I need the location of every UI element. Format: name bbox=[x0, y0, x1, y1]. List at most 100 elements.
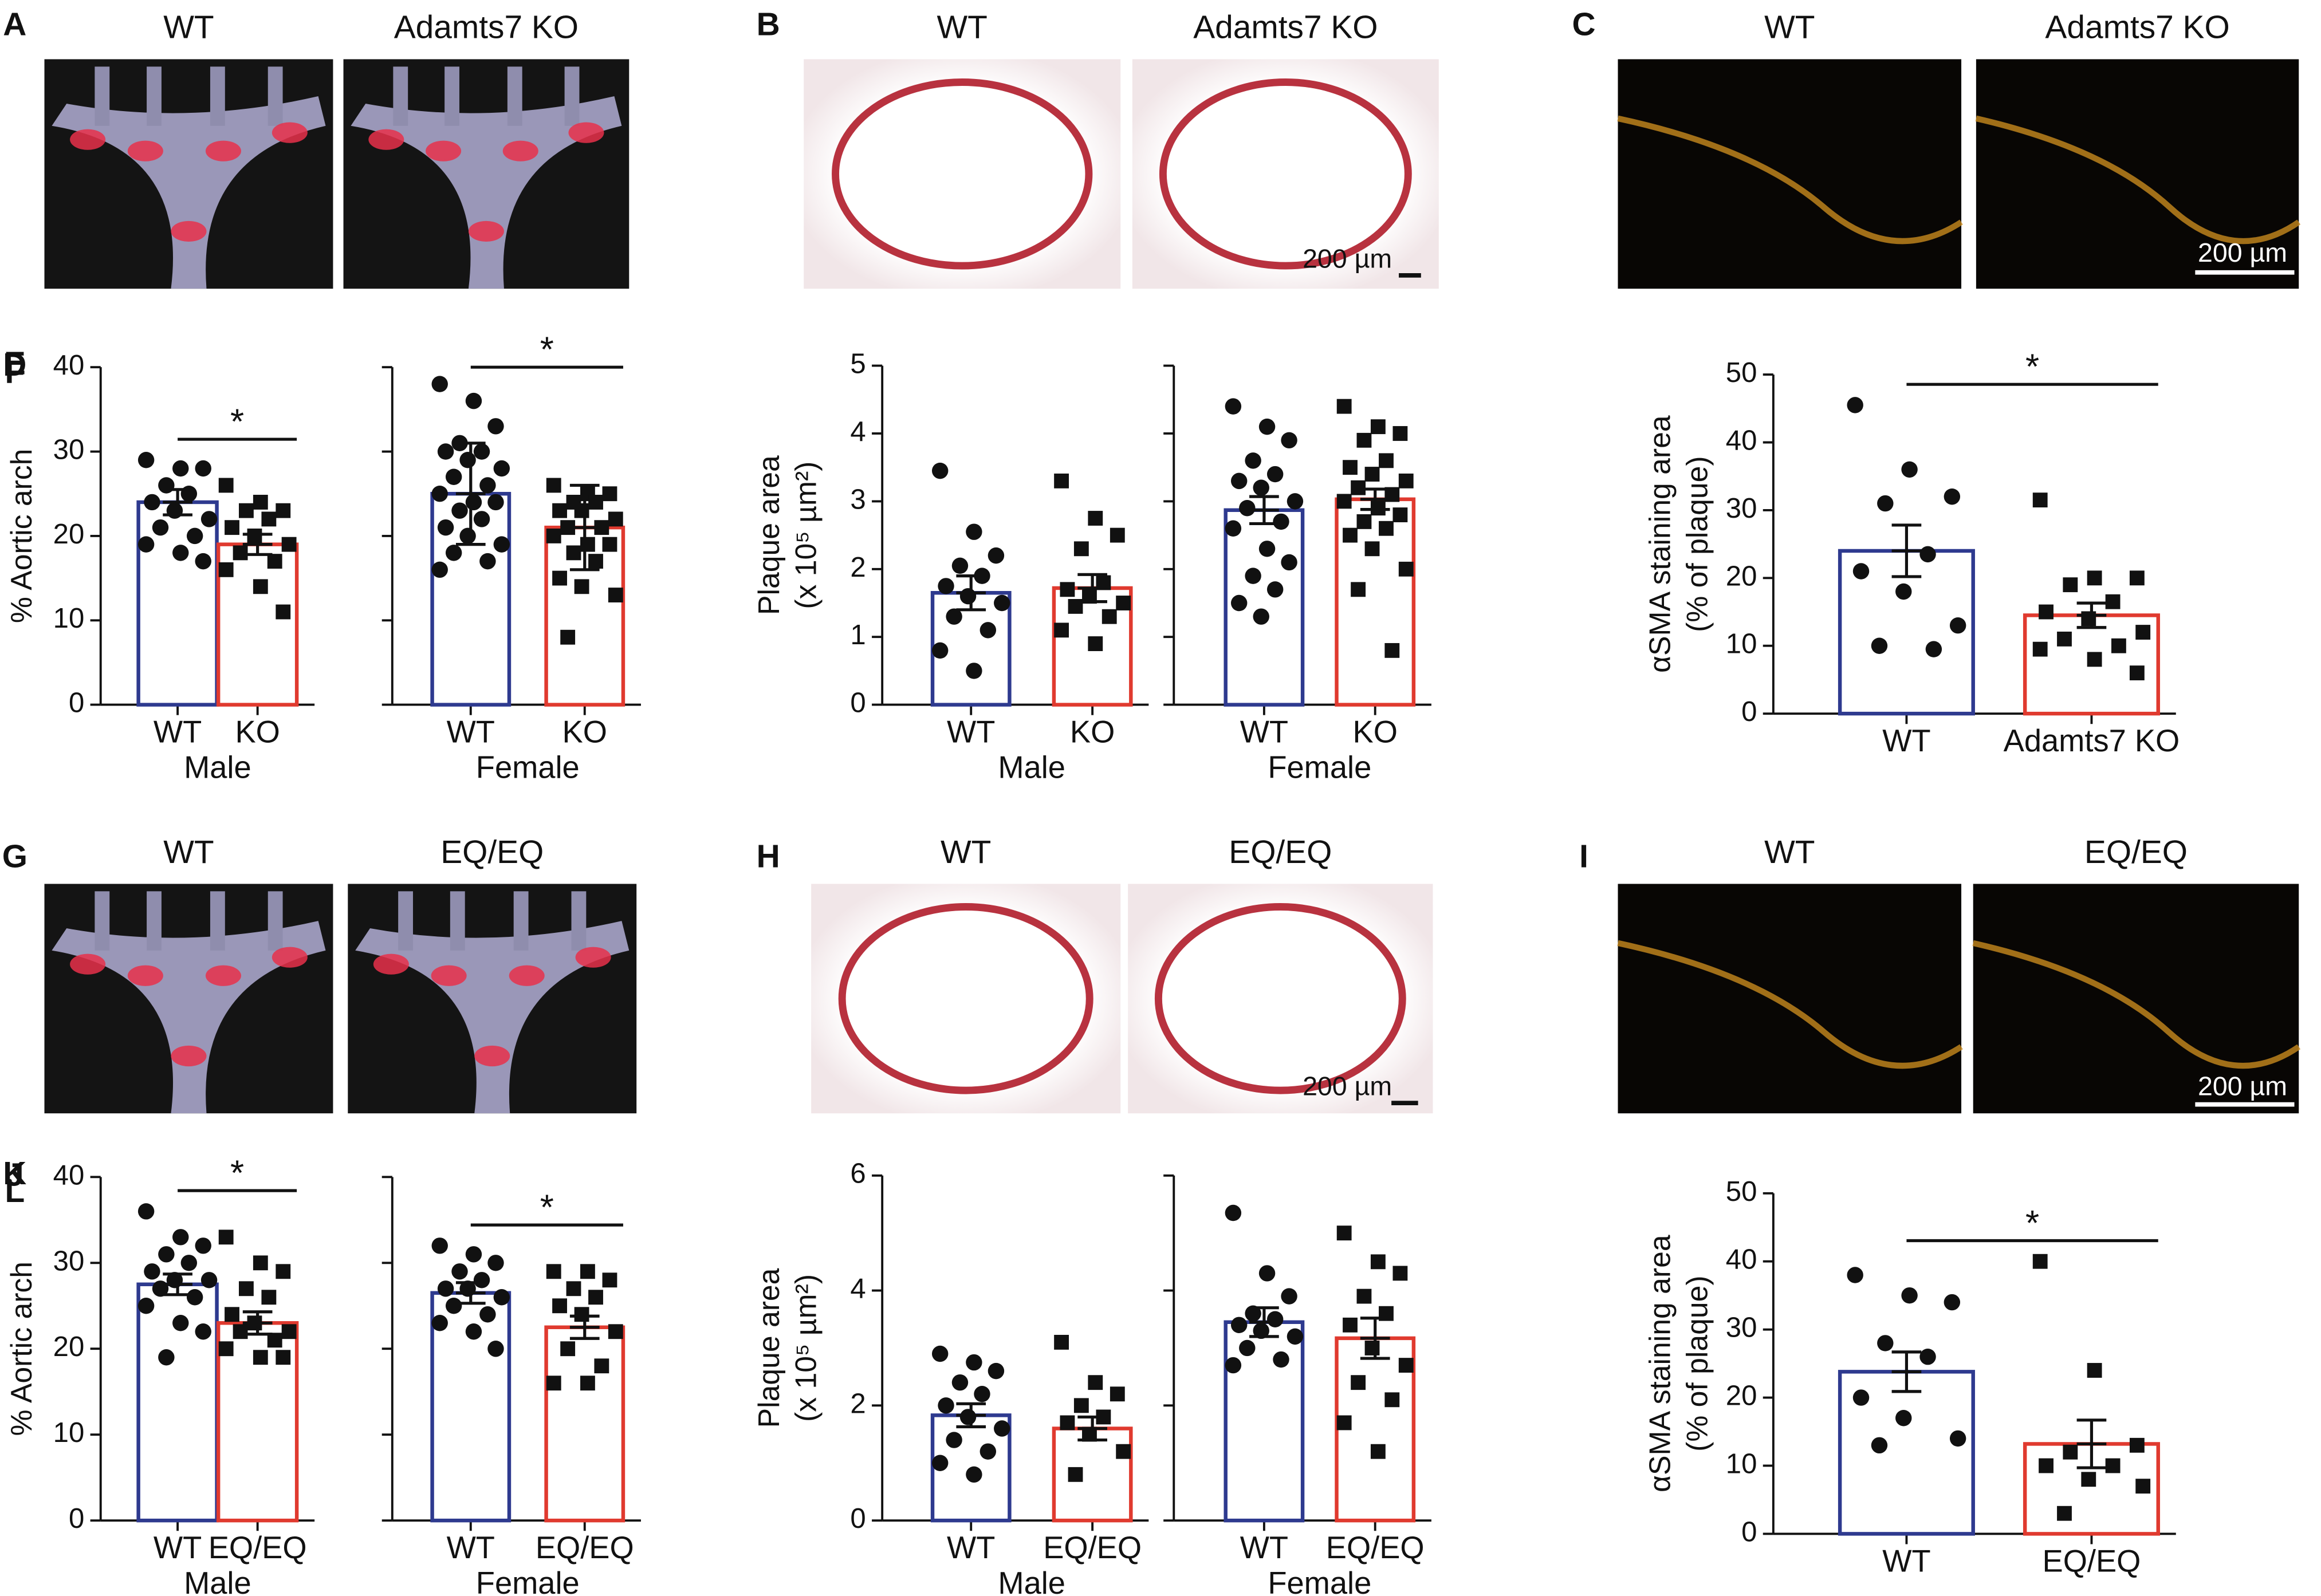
data-point bbox=[465, 1323, 482, 1340]
y-tick-label: 40 bbox=[1726, 425, 1757, 456]
lesion bbox=[426, 140, 462, 161]
data-point bbox=[1287, 1328, 1304, 1345]
data-point bbox=[431, 1315, 448, 1331]
fluorescence bbox=[1618, 59, 1962, 289]
x-tick-label: EQ/EQ bbox=[536, 1530, 634, 1565]
data-point bbox=[994, 1420, 1010, 1437]
data-point bbox=[1336, 399, 1352, 414]
y-tick-label: 1 bbox=[850, 620, 866, 651]
aorta-shape bbox=[355, 921, 630, 1114]
data-point bbox=[966, 1466, 982, 1483]
data-point bbox=[1384, 643, 1400, 658]
data-point bbox=[1096, 575, 1111, 590]
data-point bbox=[574, 503, 589, 518]
data-point bbox=[560, 1341, 576, 1357]
x-tick-label: Adamts7 KO bbox=[2004, 723, 2180, 758]
x-axis-label: Male bbox=[184, 750, 251, 785]
y-axis-label: αSMA staining area bbox=[1643, 1235, 1677, 1492]
data-point bbox=[487, 1341, 504, 1357]
data-point bbox=[1253, 479, 1269, 496]
data-point bbox=[2135, 1479, 2151, 1494]
data-point bbox=[1336, 1225, 1352, 1241]
aorta-branch bbox=[95, 66, 110, 126]
data-point bbox=[1245, 568, 1261, 584]
data-point bbox=[2087, 570, 2102, 586]
data-point bbox=[465, 392, 482, 409]
data-point bbox=[608, 511, 623, 527]
data-point bbox=[225, 520, 239, 535]
vessel-wall bbox=[1159, 78, 1412, 270]
data-point bbox=[966, 1354, 982, 1371]
smc-layer bbox=[1972, 940, 2301, 1069]
data-point bbox=[281, 1324, 297, 1339]
data-point bbox=[1895, 583, 1912, 600]
data-point bbox=[1379, 521, 1394, 536]
data-point bbox=[1116, 596, 1131, 610]
data-point bbox=[1379, 1306, 1394, 1321]
image-label: Adamts7 KO bbox=[394, 10, 579, 46]
data-point bbox=[200, 1272, 218, 1288]
data-point bbox=[1919, 1348, 1936, 1365]
y-axis-label: % Aortic arch bbox=[5, 1262, 38, 1436]
data-point bbox=[946, 608, 962, 625]
data-point bbox=[938, 578, 954, 594]
data-point bbox=[172, 1315, 189, 1331]
aorta-branch bbox=[450, 891, 465, 951]
data-point bbox=[1351, 1375, 1366, 1390]
data-point bbox=[479, 477, 496, 494]
y-axis-label: Plaque area bbox=[752, 1268, 785, 1428]
x-tick-label: WT bbox=[154, 715, 202, 750]
data-point bbox=[1068, 1467, 1083, 1482]
lesion bbox=[568, 122, 604, 143]
data-point bbox=[267, 554, 282, 569]
significance-label: * bbox=[540, 330, 554, 370]
data-point bbox=[1073, 1398, 1089, 1413]
aorta-branch bbox=[210, 891, 225, 951]
data-point bbox=[1245, 1305, 1261, 1322]
x-tick-label: WT bbox=[447, 715, 495, 750]
data-point bbox=[588, 554, 603, 569]
y-axis-label: αSMA staining area bbox=[1643, 415, 1677, 673]
smc-layer bbox=[1975, 115, 2301, 245]
aorta-shape bbox=[52, 921, 326, 1114]
data-point bbox=[931, 462, 949, 479]
data-point bbox=[1060, 582, 1075, 597]
data-point bbox=[276, 604, 291, 620]
x-axis-label: Male bbox=[998, 1566, 1065, 1596]
x-tick-label: WT bbox=[1882, 1543, 1930, 1578]
y-tick-label: 2 bbox=[850, 552, 866, 583]
y-tick-label: 10 bbox=[53, 603, 85, 634]
data-point bbox=[1266, 466, 1284, 483]
image-label: EQ/EQ bbox=[2084, 834, 2188, 870]
data-point bbox=[546, 1264, 561, 1279]
y-tick-label: 3 bbox=[850, 484, 866, 515]
data-point bbox=[2032, 1254, 2048, 1269]
data-point bbox=[445, 545, 462, 561]
data-point bbox=[195, 1323, 211, 1340]
x-axis-label: Female bbox=[476, 1566, 580, 1596]
data-point bbox=[218, 478, 234, 493]
x-axis-label: Female bbox=[476, 750, 580, 785]
data-point bbox=[225, 1307, 239, 1322]
x-tick-label: WT bbox=[947, 1530, 995, 1565]
aorta-shape bbox=[351, 96, 622, 289]
data-point bbox=[200, 511, 218, 527]
data-point bbox=[931, 1345, 949, 1362]
x-tick-label: WT bbox=[947, 715, 995, 750]
smc-layer bbox=[1617, 115, 1963, 245]
data-point bbox=[594, 1358, 609, 1374]
data-point bbox=[2081, 611, 2096, 626]
data-point bbox=[588, 495, 603, 510]
x-axis-label: Female bbox=[1268, 750, 1371, 785]
data-point bbox=[1281, 432, 1297, 449]
data-point bbox=[1273, 513, 1289, 530]
image-label: WT bbox=[937, 10, 988, 46]
data-point bbox=[465, 494, 482, 511]
data-point bbox=[974, 1386, 990, 1402]
data-point bbox=[1245, 452, 1261, 469]
y-tick-label: 0 bbox=[1741, 696, 1757, 727]
data-point bbox=[451, 1263, 468, 1280]
bar bbox=[136, 500, 219, 707]
data-point bbox=[1068, 599, 1083, 614]
data-point bbox=[253, 1255, 268, 1271]
